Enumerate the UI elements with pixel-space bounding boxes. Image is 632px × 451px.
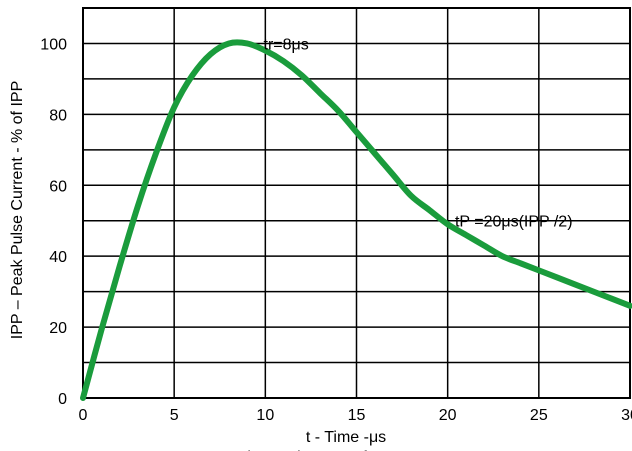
y-tick-label: 100 [40, 36, 67, 53]
x-tick-label: 20 [439, 407, 457, 424]
x-tick-label: 5 [170, 407, 179, 424]
annotations: tr=8μs tP =20μs(IPP /2) [264, 36, 573, 230]
pulse-curve [80, 39, 632, 401]
y-tick-label: 0 [58, 391, 67, 408]
x-tick-label: 15 [348, 407, 366, 424]
y-tick-label: 20 [49, 320, 67, 337]
x-tick-label: 10 [256, 407, 274, 424]
chart-title: Fig.1 Pulse Waveform [238, 449, 395, 451]
annotation-label: tr=8μs [264, 36, 309, 53]
y-tick-label: 60 [49, 178, 67, 195]
annotation-label: tP =20μs(IPP /2) [455, 214, 573, 231]
x-tick-label: 30 [621, 407, 632, 424]
y-tick-label: 80 [49, 107, 67, 124]
x-tick-label: 0 [79, 407, 88, 424]
y-tick-label: 40 [49, 249, 67, 266]
y-tick-labels: 0 20 40 60 80 100 [40, 36, 67, 408]
plot-frame [82, 7, 631, 399]
x-tick-labels: 0 5 10 15 20 25 30 [79, 407, 632, 424]
x-axis-label: t - Time -μs [306, 429, 386, 446]
y-axis-label: IPP – Peak Pulse Current - % of IPP [9, 81, 26, 340]
x-tick-label: 25 [530, 407, 548, 424]
chart-grid [83, 8, 630, 398]
